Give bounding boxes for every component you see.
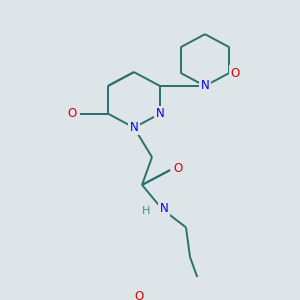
Text: O: O xyxy=(231,67,240,80)
Text: H: H xyxy=(142,206,150,216)
Text: N: N xyxy=(130,121,138,134)
Text: O: O xyxy=(68,107,76,120)
Text: O: O xyxy=(134,290,143,300)
Text: O: O xyxy=(173,162,183,175)
Text: N: N xyxy=(156,107,164,120)
Text: N: N xyxy=(160,202,168,215)
Text: N: N xyxy=(201,80,209,92)
